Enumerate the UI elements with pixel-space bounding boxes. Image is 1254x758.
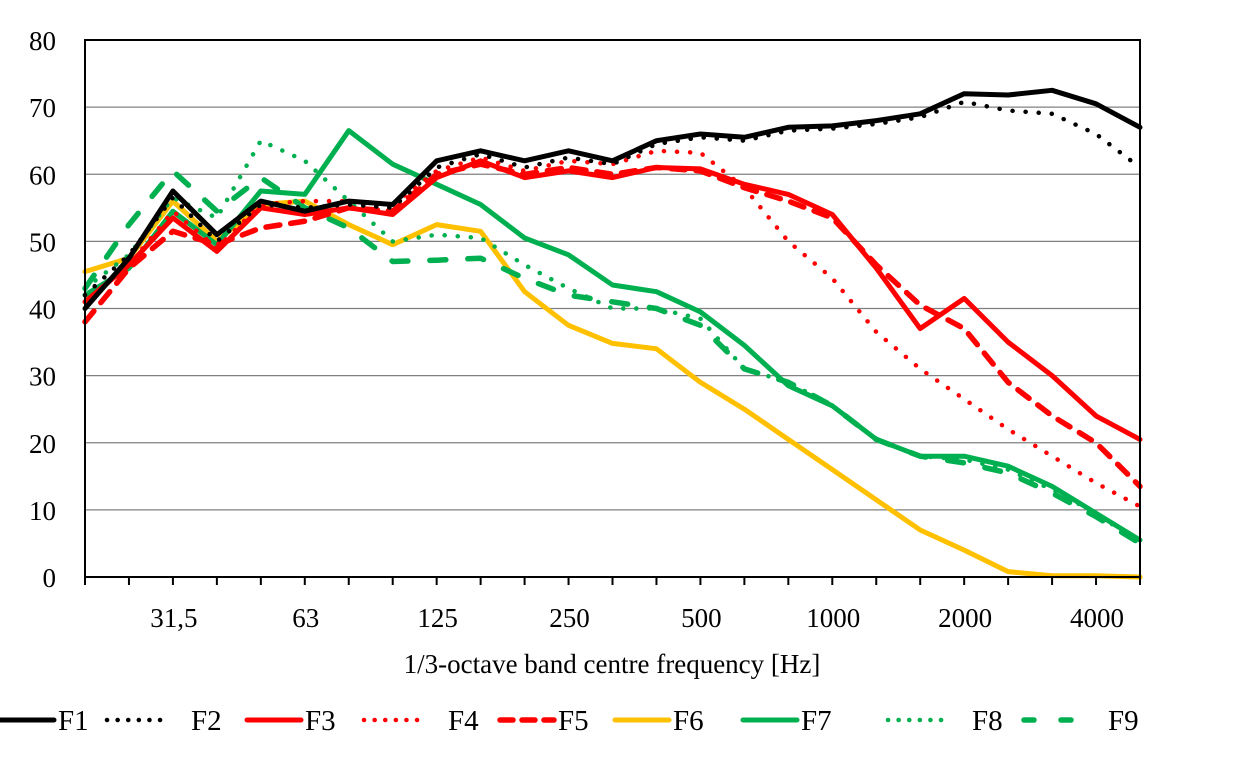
x-tick-label: 500 [681, 603, 722, 633]
legend-label-f5: F5 [558, 705, 589, 737]
legend-item-f8: F8 [885, 705, 1003, 737]
x-tick-label: 1000 [806, 603, 860, 633]
y-axis-tick-labels: 0 10 20 30 40 50 60 70 80 [29, 26, 56, 593]
y-tick-label: 80 [29, 26, 56, 56]
y-tick-label: 0 [43, 563, 57, 593]
gridlines [85, 106, 1140, 511]
x-tick-label: 250 [549, 603, 590, 633]
x-tick-label: 63 [292, 603, 319, 633]
legend-label-f1: F1 [58, 705, 89, 737]
series-line-f5 [82, 161, 1143, 490]
legend-item-f5: F5 [497, 705, 589, 737]
legend-item-f7: F7 [740, 705, 832, 737]
series-lines [82, 87, 1143, 580]
y-tick-label: 70 [29, 93, 56, 123]
legend-item-f9: F9 [1021, 705, 1139, 737]
legend-label-f2: F2 [191, 705, 222, 737]
x-tick-label: 31,5 [150, 603, 197, 633]
x-tick-label: 4000 [1070, 603, 1124, 633]
x-axis-tick-labels: 31,5 63 125 250 500 1000 2000 4000 [150, 603, 1124, 633]
series-line-f7 [82, 128, 1143, 543]
legend-label-f9: F9 [1108, 705, 1139, 737]
series-line-f2 [82, 99, 1143, 298]
legend-item-f3: F3 [244, 705, 336, 737]
legend: F1 F2 F3 F4 F5 F6 F7 F8 F9 [0, 705, 1139, 737]
legend-item-f1: F1 [0, 705, 89, 737]
series-line-f6 [82, 198, 1143, 580]
series-line-f9 [82, 168, 1143, 547]
y-tick-label: 50 [29, 227, 56, 257]
legend-label-f7: F7 [801, 705, 832, 737]
legend-label-f8: F8 [972, 705, 1003, 737]
x-tick-label: 2000 [938, 603, 992, 633]
legend-item-f4: F4 [361, 705, 479, 737]
series-line-f4 [82, 148, 1143, 509]
series-line-f1 [82, 87, 1143, 311]
y-tick-label: 10 [29, 496, 56, 526]
legend-item-f6: F6 [612, 705, 704, 737]
legend-label-f3: F3 [305, 705, 336, 737]
x-tick-label: 125 [417, 603, 458, 633]
y-tick-label: 40 [29, 295, 56, 325]
y-tick-label: 60 [29, 160, 56, 190]
y-tick-label: 30 [29, 362, 56, 392]
legend-label-f6: F6 [673, 705, 704, 737]
x-axis-ticks [84, 577, 1141, 585]
series-line-f3 [82, 158, 1143, 442]
x-axis-title: 1/3-octave band centre frequency [Hz] [404, 649, 821, 679]
legend-label-f4: F4 [448, 705, 479, 737]
legend-item-f2: F2 [104, 705, 222, 737]
y-tick-label: 20 [29, 429, 56, 459]
